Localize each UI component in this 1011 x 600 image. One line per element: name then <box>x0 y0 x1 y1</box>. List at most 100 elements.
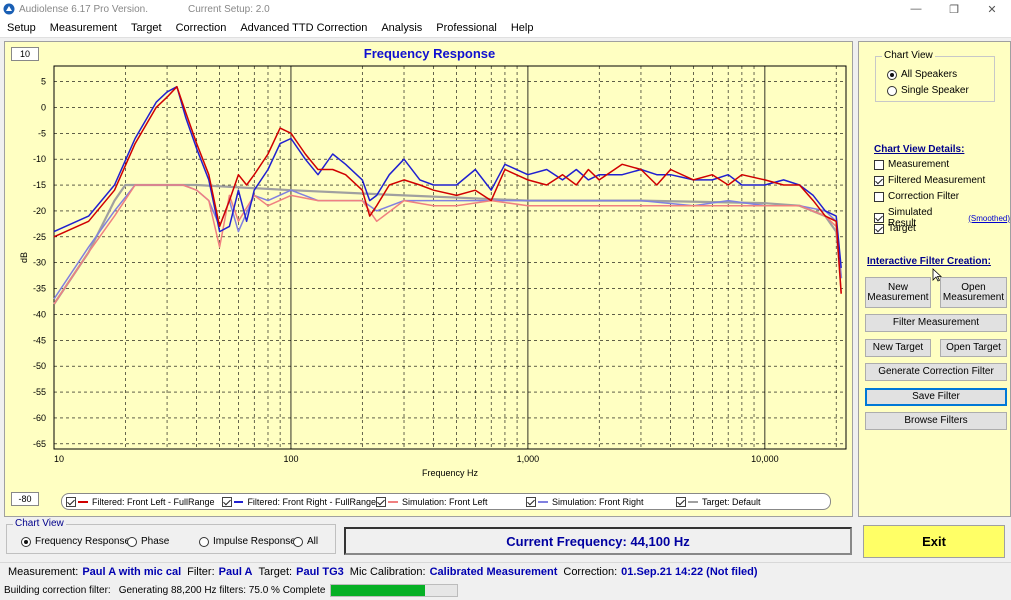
legend-item[interactable]: Simulation: Front Right <box>526 496 676 507</box>
generate-correction-filter-button[interactable]: Generate Correction Filter <box>865 363 1007 381</box>
filter-measurement-button[interactable]: Filter Measurement <box>865 314 1007 332</box>
series-line <box>53 184 842 305</box>
legend-item[interactable]: Filtered: Front Left - FullRange <box>66 496 222 507</box>
checkbox[interactable] <box>874 159 884 170</box>
menu-setup[interactable]: Setup <box>7 21 36 34</box>
frequency-response-plot[interactable]: 5 0 -5 -10 -15 -20 -25 -30 -35 -40 -45 -50 -55 -60 -65… <box>5 42 854 518</box>
menu-bar: Setup Measurement Target Correction Adva… <box>0 18 1011 38</box>
chart-title: Frequency Response <box>363 46 496 61</box>
minimize-button[interactable]: — <box>897 0 935 18</box>
legend-swatch <box>78 500 88 503</box>
smoothed-link[interactable]: (Smoothed) <box>968 213 1010 223</box>
legend-label: Simulation: Front Left <box>402 496 488 507</box>
y-tick-label: -15 <box>33 180 46 190</box>
bottom-chart-view-heading: Chart View <box>13 518 66 529</box>
current-setup: Current Setup: 2.0 <box>187 3 270 15</box>
legend-label: Filtered: Front Left - FullRange <box>92 496 215 507</box>
radio-label: All <box>307 536 319 547</box>
y-tick-label: -5 <box>38 128 46 138</box>
radio-phase[interactable]: Phase <box>127 536 169 547</box>
radio-label: All Speakers <box>901 69 958 80</box>
radio-single-speaker[interactable]: Single Speaker <box>887 85 969 96</box>
radio-button[interactable] <box>21 536 31 547</box>
y-tick-label: 0 <box>41 102 46 112</box>
series-line <box>53 85 842 294</box>
correction-value: 01.Sep.21 14:22 (Not filed) <box>621 565 758 578</box>
legend-item[interactable]: Simulation: Front Left <box>376 496 526 507</box>
check-filtered-measurement[interactable]: Filtered Measurement <box>874 175 985 186</box>
menu-advanced-ttd[interactable]: Advanced TTD Correction <box>240 21 368 34</box>
radio-frequency-response[interactable]: Frequency Response <box>21 536 130 547</box>
menu-professional[interactable]: Professional <box>436 21 497 34</box>
correction-label: Correction: <box>563 565 618 578</box>
menu-target[interactable]: Target <box>131 21 162 34</box>
legend-item[interactable]: Target: Default <box>676 496 816 507</box>
maximize-button[interactable]: ❐ <box>935 0 973 18</box>
checkbox[interactable] <box>874 213 884 223</box>
legend-swatch <box>688 500 698 503</box>
save-filter-button[interactable]: Save Filter <box>865 388 1007 406</box>
radio-impulse-response[interactable]: Impulse Response <box>199 536 296 547</box>
open-measurement-button[interactable]: Open Measurement <box>940 277 1007 308</box>
check-label: Target <box>888 223 916 234</box>
check-label: Simulated Result <box>887 207 933 229</box>
legend-checkbox[interactable] <box>526 496 536 507</box>
x-tick-label: 100 <box>283 454 298 464</box>
menu-measurement[interactable]: Measurement <box>49 21 118 34</box>
exit-button[interactable]: Exit <box>863 525 1005 558</box>
interactive-filter-heading: Interactive Filter Creation: <box>867 256 991 267</box>
check-label: Filtered Measurement <box>888 175 986 186</box>
chart-view-group: Chart View <box>875 50 995 102</box>
app-icon <box>3 3 15 15</box>
legend-swatch <box>233 500 244 503</box>
radio-button[interactable] <box>127 536 137 547</box>
radio-all-speakers[interactable]: All Speakers <box>887 69 957 80</box>
y-tick-label: 5 <box>41 77 46 87</box>
y-min-input[interactable]: -80 <box>11 492 39 506</box>
check-measurement[interactable]: Measurement <box>874 159 949 170</box>
legend-checkbox[interactable] <box>676 496 686 507</box>
check-simulated-result[interactable]: Simulated Result (Smoothed) <box>874 207 1010 229</box>
legend-checkbox[interactable] <box>222 496 232 507</box>
menu-analysis[interactable]: Analysis <box>381 21 423 34</box>
y-tick-label: -10 <box>33 154 46 164</box>
radio-button[interactable] <box>887 85 897 96</box>
legend-checkbox[interactable] <box>376 496 386 507</box>
chart-panel: Frequency Response 10 -80 5 0 -5 -10 -15 -20 -… <box>4 41 853 517</box>
legend-checkbox[interactable] <box>66 496 76 507</box>
radio-label: Phase <box>141 536 170 547</box>
open-target-button[interactable]: Open Target <box>940 339 1007 357</box>
checkbox[interactable] <box>874 191 884 202</box>
new-measurement-button[interactable]: New Measurement <box>865 277 931 308</box>
mic-calibration-label: Mic Calibration: <box>349 565 426 578</box>
radio-button[interactable] <box>199 536 209 547</box>
y-max-input[interactable]: 10 <box>11 47 39 61</box>
filter-label: Filter: <box>187 565 215 578</box>
radio-button[interactable] <box>293 536 303 547</box>
close-button[interactable]: ✕ <box>973 0 1011 18</box>
radio-label: Frequency Response <box>35 536 131 547</box>
checkbox[interactable] <box>874 175 884 186</box>
minimize-icon: — <box>910 3 922 15</box>
chart-view-details-heading: Chart View Details: <box>874 144 965 155</box>
series-line <box>53 85 842 268</box>
new-target-button[interactable]: New Target <box>865 339 931 357</box>
check-target[interactable]: Target <box>874 223 916 234</box>
plot-area <box>53 65 847 450</box>
browse-filters-button[interactable]: Browse Filters <box>865 412 1007 430</box>
radio-button[interactable] <box>887 69 897 80</box>
filter-value: Paul A <box>218 565 253 578</box>
check-label: Measurement <box>888 159 950 170</box>
legend-label: Target: Default <box>702 496 761 507</box>
chart-legend: Filtered: Front Left - FullRange Filtere… <box>61 493 831 510</box>
progress-label: Building correction filter: <box>4 585 111 596</box>
progress-detail: Generating 88,200 Hz filters: 75.0 % Com… <box>118 585 326 596</box>
checkbox[interactable] <box>874 223 884 234</box>
legend-item[interactable]: Filtered: Front Right - FullRange <box>222 496 376 507</box>
legend-swatch <box>538 500 548 503</box>
menu-correction[interactable]: Correction <box>175 21 227 34</box>
menu-help[interactable]: Help <box>510 21 534 34</box>
control-panel: Chart View All Speakers Single Speaker C… <box>858 41 1011 517</box>
check-correction-filter[interactable]: Correction Filter <box>874 191 959 202</box>
radio-all[interactable]: All <box>293 536 318 547</box>
